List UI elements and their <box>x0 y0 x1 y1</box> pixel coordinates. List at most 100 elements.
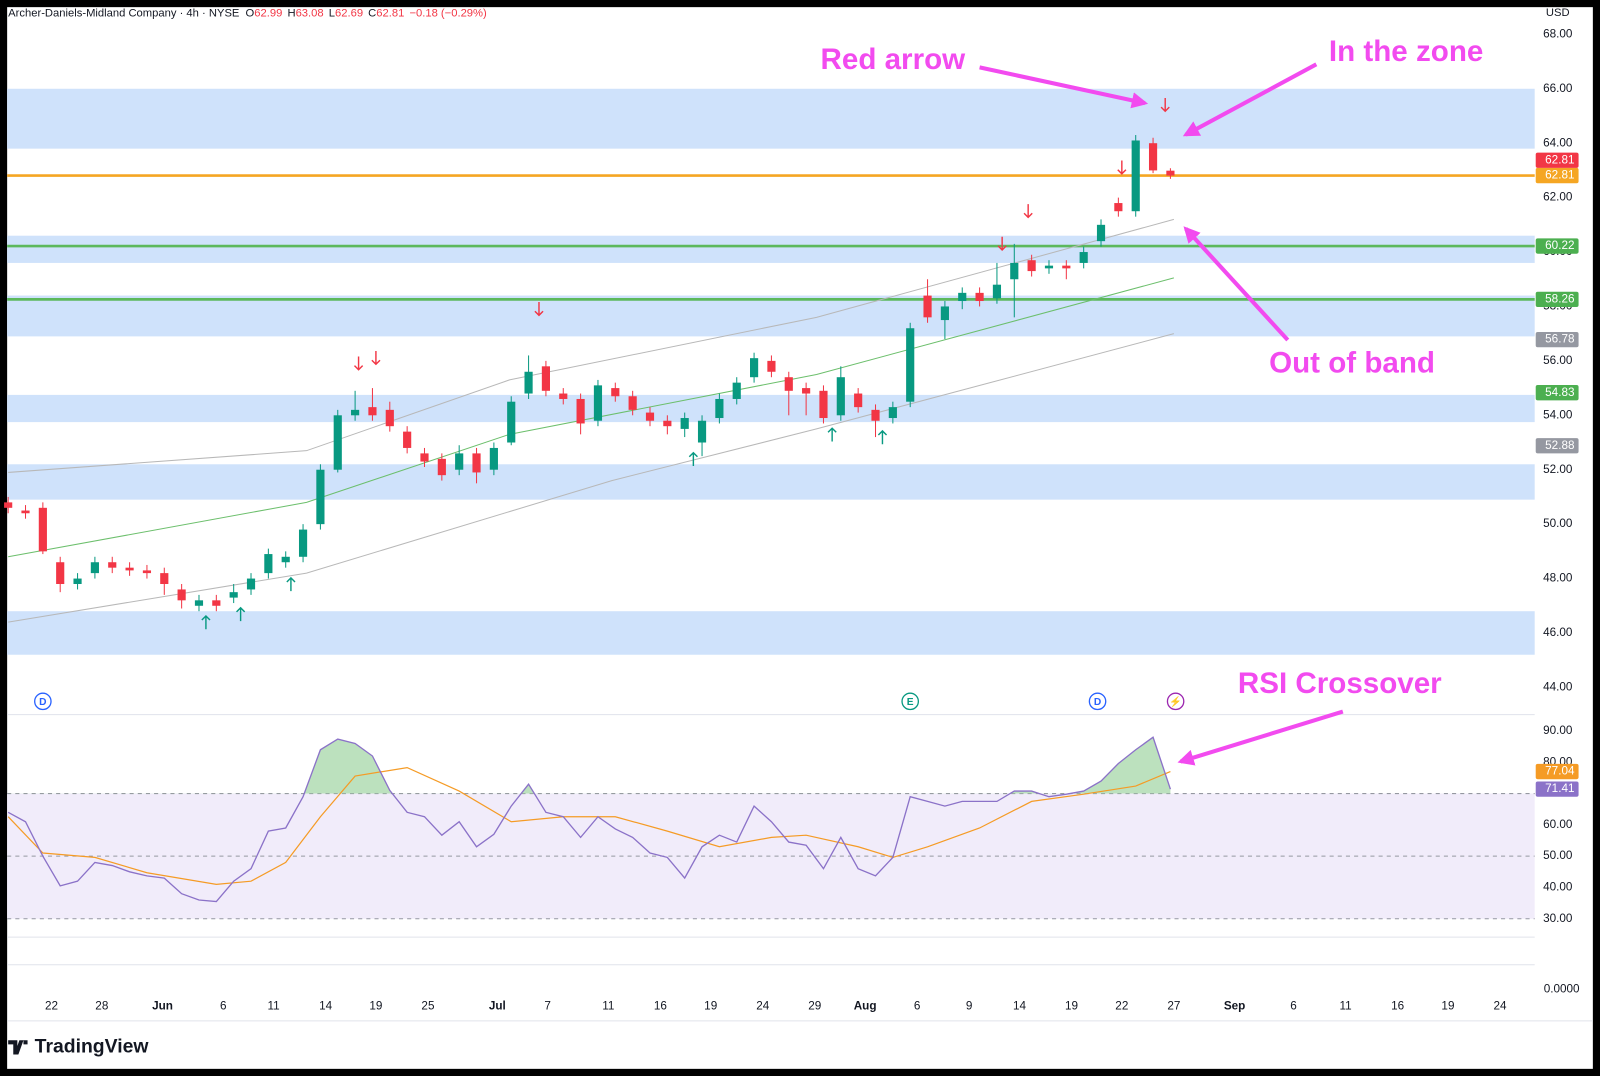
y-tick-label: 48.00 <box>1543 572 1573 585</box>
price-label: 62.81 <box>1545 153 1574 166</box>
ohlc-value: 63.08 <box>296 7 324 19</box>
x-tick-label: Jul <box>489 1000 506 1013</box>
candle-body <box>73 578 82 585</box>
x-tick-label: 11 <box>602 1000 614 1013</box>
x-tick-label: 19 <box>369 1000 382 1013</box>
candle-body <box>21 510 30 514</box>
candle-body <box>854 393 863 408</box>
candle-body <box>1010 262 1019 280</box>
support-zone <box>7 235 1535 263</box>
brand: TradingView <box>35 1036 150 1058</box>
candle-body <box>437 458 446 476</box>
rsi-tick-label: 90.00 <box>1543 724 1573 737</box>
signal-arrow <box>877 429 888 445</box>
candle-body <box>4 502 13 508</box>
x-tick-label: 25 <box>421 1000 435 1013</box>
x-tick-label: Aug <box>854 1000 877 1013</box>
annotation-arrow <box>1177 709 1344 766</box>
price-label: 58.26 <box>1545 292 1574 305</box>
x-tick-label: 22 <box>1115 1000 1128 1013</box>
ohlc-label: L <box>329 7 335 19</box>
candle-body <box>732 382 741 399</box>
y-tick-label: 46.00 <box>1543 626 1573 639</box>
rsi-tick-label: 40.00 <box>1543 881 1573 894</box>
x-tick-label: 14 <box>319 1000 333 1013</box>
candle-body <box>697 420 707 443</box>
x-tick-label: 14 <box>1013 1000 1027 1013</box>
rsi-tick-label: 50.00 <box>1543 849 1573 862</box>
candle-body <box>906 328 915 402</box>
candle-body <box>767 360 776 372</box>
candle-body <box>108 562 117 568</box>
event-icon <box>34 692 52 711</box>
price-label-box <box>1535 238 1579 254</box>
candle-body <box>680 418 689 429</box>
ohlc-label: H <box>287 7 295 19</box>
candle-body <box>160 573 169 585</box>
candle-body <box>940 306 949 321</box>
candle-body <box>420 453 429 462</box>
rsi-floor-label: 0.0000 <box>1544 982 1580 995</box>
x-tick-label: 22 <box>45 1000 58 1013</box>
x-tick-label: 6 <box>1290 1000 1297 1013</box>
price-label-box <box>1535 385 1579 401</box>
y-tick-label: 50.00 <box>1543 517 1573 530</box>
candle-body <box>1079 252 1088 263</box>
price-label: 60.22 <box>1545 239 1574 252</box>
candle-body <box>923 295 932 318</box>
signal-arrow <box>286 576 296 592</box>
candle-body <box>802 388 811 394</box>
candle-body <box>541 366 550 391</box>
x-tick-label: 16 <box>1391 1000 1404 1013</box>
candle-body <box>333 415 342 470</box>
y-tick-label: 56.00 <box>1543 354 1573 367</box>
signal-arrow <box>827 427 837 442</box>
price-label: 52.88 <box>1545 439 1575 452</box>
channel-line <box>8 333 1175 623</box>
x-tick-label: 29 <box>808 1000 821 1013</box>
candle-body <box>992 284 1002 299</box>
rsi-value-label: 71.41 <box>1545 782 1574 795</box>
price-label-box <box>1535 152 1579 168</box>
signal-arrow <box>371 351 381 366</box>
y-tick-label: 68.00 <box>1543 27 1573 40</box>
price-label: 54.83 <box>1545 386 1574 399</box>
candle-body <box>1062 265 1071 269</box>
rsi-ma-line <box>7 766 1171 885</box>
candle-body <box>316 469 325 525</box>
candle-body <box>1027 260 1036 272</box>
y-tick-label: 54.00 <box>1543 408 1573 421</box>
price-label-box <box>1535 167 1579 184</box>
candle-body <box>958 292 967 302</box>
candle-body <box>56 562 65 585</box>
candle-body <box>281 556 290 563</box>
candle-body <box>836 377 845 416</box>
support-zone <box>7 295 1535 337</box>
candle-body <box>194 600 204 606</box>
candle-body <box>351 409 360 416</box>
signal-arrow <box>201 614 211 630</box>
candle-body <box>663 420 672 427</box>
event-label: E <box>907 697 914 708</box>
candle-body <box>1096 224 1106 242</box>
candle-body <box>871 409 880 421</box>
ohlc-value: 62.69 <box>335 7 363 19</box>
candle-body <box>888 407 897 419</box>
candle-body <box>229 592 238 598</box>
x-tick-label: 28 <box>95 1000 109 1013</box>
signal-arrow <box>353 356 364 371</box>
event-label: D <box>39 697 46 708</box>
x-tick-label: 6 <box>220 1000 227 1013</box>
candle-body <box>38 507 47 552</box>
signal-arrow <box>1117 160 1127 175</box>
candle-body <box>368 407 377 416</box>
x-tick-label: Jun <box>152 1000 173 1013</box>
candle-body <box>177 589 186 601</box>
y-tick-label: 62.00 <box>1543 191 1573 204</box>
x-tick-label: 7 <box>544 1000 551 1013</box>
rsi-tick-label: 60.00 <box>1543 818 1573 831</box>
symbol: Archer-Daniels-Midland Company · 4h · NY… <box>8 7 239 19</box>
rsi-tick-label: 30.00 <box>1543 912 1573 925</box>
signal-arrow <box>1023 204 1033 219</box>
